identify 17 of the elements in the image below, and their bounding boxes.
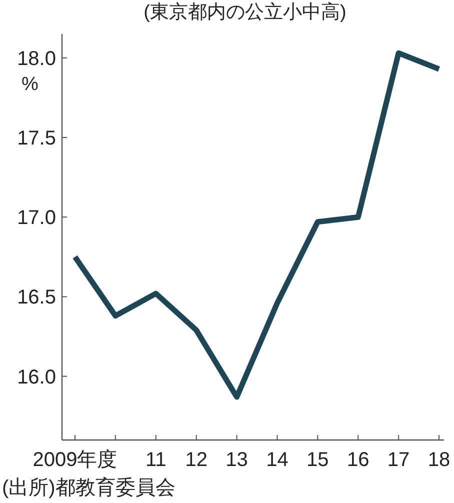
- chart-subtitle: (東京都内の公立小中高): [144, 1, 346, 23]
- x-tick-label: 2009年度: [32, 449, 118, 471]
- x-tick-label: 17: [387, 449, 410, 471]
- x-tick-label: 15: [306, 449, 329, 471]
- text: (出所)都教育委員会: [2, 476, 176, 499]
- y-tick-label: 17.5: [17, 127, 56, 150]
- y-tick-label: 16.5: [17, 286, 56, 309]
- x-tick-label: 14: [266, 449, 288, 471]
- y-tick-label: 17.0: [17, 207, 56, 230]
- x-tick-label: 11: [146, 449, 166, 471]
- x-tick-label: 16: [346, 449, 370, 471]
- x-tick-label: 12: [185, 449, 208, 471]
- x-tick-label: 13: [226, 449, 248, 471]
- y-tick-label: 16.0: [17, 366, 56, 388]
- y-axis-title: %: [22, 74, 39, 95]
- x-tick-label: 18: [428, 449, 450, 471]
- y-tick-label: 18.0: [17, 48, 56, 70]
